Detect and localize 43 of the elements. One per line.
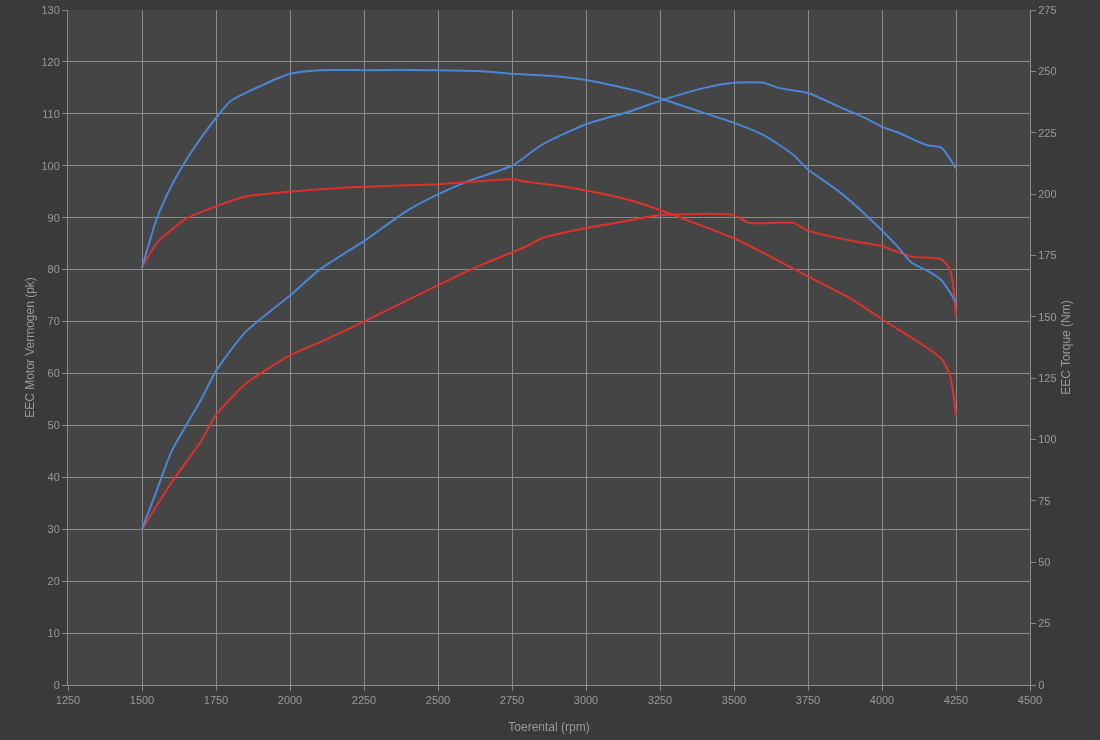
y-tick-label: 0	[53, 678, 60, 691]
x-tick-label: 4000	[869, 694, 895, 707]
x-tick-label: 3250	[647, 694, 673, 707]
y2-tick-label: 275	[1038, 3, 1057, 16]
y-tick-label: 50	[47, 419, 60, 432]
y-tick-label: 30	[47, 523, 60, 536]
y2-tick-label: 50	[1038, 556, 1051, 569]
y2-tick-label: 250	[1038, 65, 1057, 78]
y-tick-label: 120	[41, 55, 60, 68]
y-tick-label: 70	[47, 315, 60, 328]
y2-tick-label: 225	[1038, 126, 1057, 139]
x-tick-label: 2500	[425, 694, 451, 707]
y2-tick-label: 200	[1038, 187, 1057, 200]
x-tick-label: 3500	[721, 694, 747, 707]
x-tick-label: 2000	[277, 694, 303, 707]
y-tick-label: 20	[47, 575, 60, 587]
y-axis-title: EEC Motor Vermogen (pk)	[23, 277, 37, 418]
x-tick-label: 2250	[351, 694, 377, 707]
y2-tick-label: 25	[1038, 617, 1051, 630]
y2-tick-label: 0	[1038, 678, 1045, 691]
y2-tick-label: 100	[1038, 433, 1057, 446]
y-tick-label: 40	[47, 471, 60, 484]
x-tick-label: 3750	[795, 694, 821, 707]
y2-tick-label: 75	[1038, 494, 1051, 507]
x-axis-title: Toerental (rpm)	[508, 720, 590, 734]
y2-tick-label: 150	[1038, 310, 1057, 323]
x-tick-label: 2750	[499, 694, 525, 707]
y2-tick-label: 175	[1038, 249, 1057, 262]
x-tick-label: 4500	[1017, 694, 1043, 707]
y-tick-label: 10	[47, 626, 60, 639]
y-tick-label: 110	[42, 107, 60, 120]
x-tick-label: 3000	[573, 694, 599, 707]
y-tick-label: 80	[47, 263, 60, 276]
y-tick-label: 60	[47, 367, 60, 380]
x-tick-label: 1500	[129, 694, 155, 707]
y-tick-label: 130	[41, 3, 60, 16]
x-tick-label: 1750	[203, 694, 229, 707]
y-tick-label: 90	[47, 211, 60, 224]
x-tick-label: 1250	[55, 694, 81, 707]
y2-tick-label: 125	[1038, 372, 1057, 385]
y-tick-label: 100	[41, 159, 60, 172]
x-tick-label: 4250	[943, 694, 969, 707]
y2-axis-title: EEC Torque (Nm)	[1059, 300, 1073, 395]
